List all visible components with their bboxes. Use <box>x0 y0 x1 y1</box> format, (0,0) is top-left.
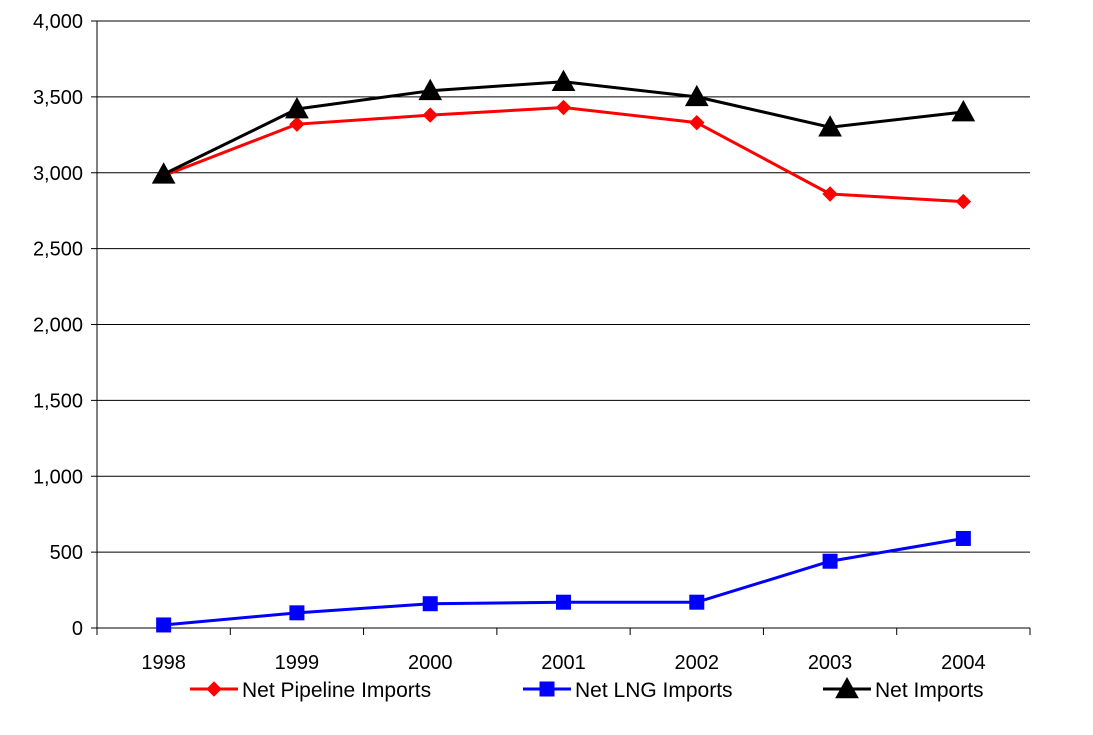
data-point-net-lng-imports-2000 <box>422 596 438 612</box>
data-point-net-imports-2004 <box>951 100 976 122</box>
legend-marker-diamond <box>206 681 222 697</box>
data-point-net-lng-imports-2001 <box>556 594 571 610</box>
data-point-net-pipeline-imports-2003 <box>822 186 838 202</box>
series-lines <box>151 69 976 633</box>
data-point-net-imports-2001 <box>551 69 576 91</box>
legend: Net Pipeline Imports Net LNG Imports Net I… <box>190 676 984 702</box>
y-tick-label: 500 <box>50 542 83 564</box>
data-point-net-pipeline-imports-2001 <box>555 99 572 116</box>
series-net-imports <box>151 69 976 184</box>
data-point-net-pipeline-imports-2000 <box>422 107 438 123</box>
data-point-net-lng-imports-2003 <box>822 553 838 569</box>
x-tick-label-2003: 2003 <box>808 652 853 674</box>
legend-marker-triangle <box>835 676 859 699</box>
data-point-net-pipeline-imports-1999 <box>289 116 305 132</box>
legend-item-net-imports: Net Imports <box>823 676 984 702</box>
x-tick-label-2001: 2001 <box>541 652 586 674</box>
x-tick-label-2004: 2004 <box>941 652 986 674</box>
y-tick-label: 1,000 <box>33 466 83 488</box>
data-point-net-pipeline-imports-2004 <box>955 193 972 210</box>
legend-item-net-lng-imports: Net LNG Imports <box>523 679 733 702</box>
data-point-net-imports-2003 <box>818 115 842 137</box>
data-point-net-imports-2002 <box>684 84 709 107</box>
x-tick-label-2002: 2002 <box>675 652 720 674</box>
legend-marker-square <box>539 681 555 697</box>
data-point-net-lng-imports-2002 <box>689 594 705 610</box>
legend-label: Net Pipeline Imports <box>242 679 431 702</box>
data-point-net-lng-imports-2004 <box>955 530 971 546</box>
data-point-net-pipeline-imports-2002 <box>689 114 705 131</box>
x-tick-label-1999: 1999 <box>275 652 320 674</box>
data-point-net-imports-1999 <box>285 96 309 119</box>
axes: 0 500 1,000 1,500 2,000 2,500 3,000 3,500 4,000 1… <box>33 11 1031 674</box>
legend-item-net-pipeline-imports: Net Pipeline Imports <box>190 679 431 702</box>
y-tick-label: 1,500 <box>33 390 83 412</box>
series-net-pipeline-imports <box>155 99 972 210</box>
series-net-lng-imports <box>156 530 971 633</box>
series-line-net-lng-imports <box>163 536 964 627</box>
data-point-net-imports-1998 <box>151 162 176 184</box>
y-tick-label: 3,500 <box>33 87 83 109</box>
legend-label: Net LNG Imports <box>575 679 733 702</box>
data-point-net-lng-imports-1998 <box>156 617 172 633</box>
y-tick-label: 3,000 <box>33 163 83 185</box>
y-tick-label: 2,500 <box>33 239 83 261</box>
x-tick-label-2000: 2000 <box>408 652 453 674</box>
y-tick-label: 4,000 <box>33 11 83 33</box>
x-tick-label-1998: 1998 <box>141 652 186 674</box>
gridlines <box>97 20 1030 553</box>
data-point-net-lng-imports-1999 <box>289 605 305 621</box>
data-point-net-imports-2000 <box>418 78 443 101</box>
series-line-net-pipeline-imports <box>163 105 964 204</box>
y-tick-label: 0 <box>72 618 83 640</box>
legend-label: Net Imports <box>875 679 984 702</box>
y-tick-label: 2,000 <box>33 315 83 337</box>
